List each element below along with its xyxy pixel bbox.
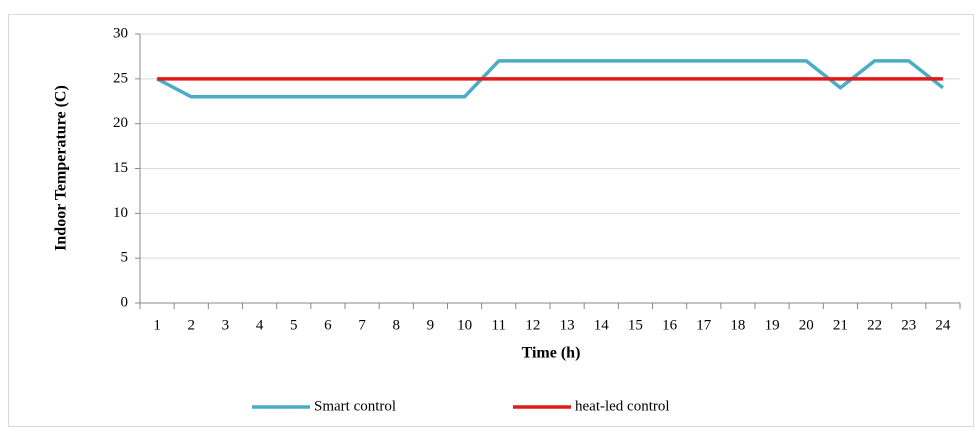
y-tick-label: 30 (113, 25, 128, 41)
y-tick-label: 25 (113, 70, 128, 86)
y-tick-label: 10 (113, 205, 128, 221)
x-tick-label: 17 (696, 317, 712, 333)
y-tick-label: 0 (121, 294, 129, 310)
y-tick-label: 5 (121, 250, 129, 266)
x-tick-label: 24 (935, 317, 951, 333)
y-tick-label: 20 (113, 115, 128, 131)
x-tick-label: 18 (730, 317, 745, 333)
legend-label: Smart control (314, 398, 396, 414)
x-tick-label: 15 (628, 317, 643, 333)
x-tick-label: 8 (393, 317, 401, 333)
y-axis-title: Indoor Temperature (C) (53, 85, 70, 251)
chart-frame (8, 14, 974, 427)
x-tick-label: 6 (324, 317, 332, 333)
x-tick-label: 19 (765, 317, 780, 333)
x-tick-label: 4 (256, 317, 264, 333)
y-tick-label: 15 (113, 160, 128, 176)
x-tick-label: 2 (188, 317, 196, 333)
line-series (156, 59, 944, 99)
x-tick-label: 12 (525, 317, 540, 333)
x-tick-label: 7 (358, 317, 366, 333)
x-tick-label: 16 (662, 317, 678, 333)
x-tick-label: 10 (457, 317, 472, 333)
x-tick-label: 3 (222, 317, 230, 333)
x-tick-label: 11 (492, 317, 506, 333)
x-tick-label: 13 (560, 317, 575, 333)
x-tick-label: 1 (153, 317, 161, 333)
x-tick-label: 22 (867, 317, 882, 333)
x-tick-label: 21 (833, 317, 848, 333)
x-axis-title: Time (h) (522, 345, 581, 362)
x-tick-label: 14 (594, 317, 610, 333)
x-tick-label: 23 (901, 317, 916, 333)
x-tick-label: 5 (290, 317, 298, 333)
x-tick-label: 9 (427, 317, 435, 333)
x-tick-label: 20 (799, 317, 814, 333)
legend-label: heat-led control (575, 398, 670, 414)
